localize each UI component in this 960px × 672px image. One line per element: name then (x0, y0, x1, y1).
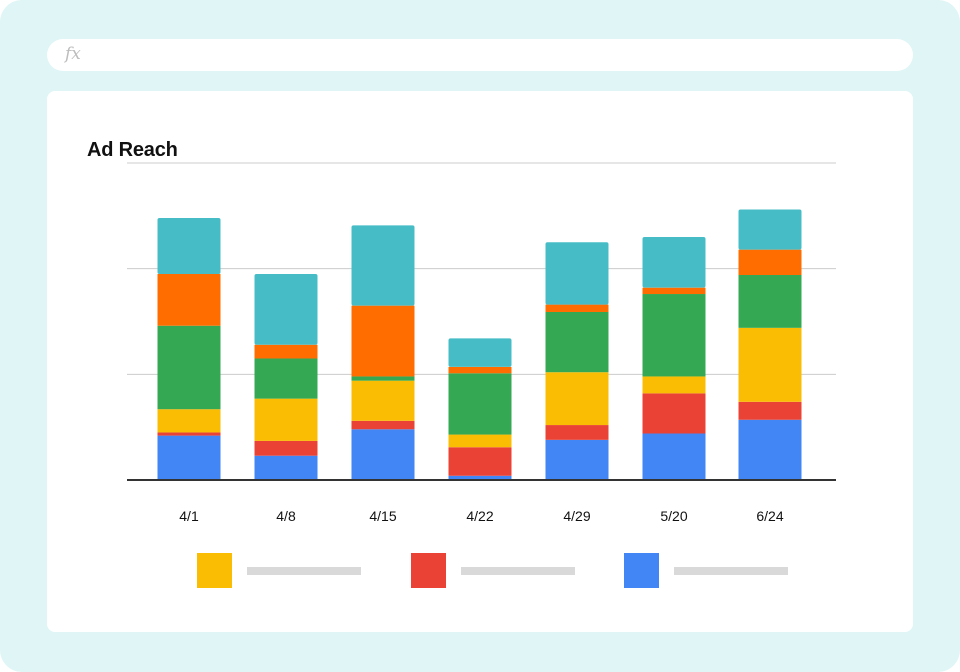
bar-segment (448, 338, 512, 367)
bar-segment (448, 447, 512, 476)
bar-segment (157, 409, 221, 433)
bar-segment (642, 287, 706, 295)
chart-card: Ad Reach 4/1 4/8 4/15 4/22 4/29 5/20 6/24 (47, 91, 913, 632)
bar-segment (545, 425, 609, 440)
bar-segment (738, 401, 802, 420)
bar-segment (448, 366, 512, 374)
stacked-bar-chart: 4/1 4/8 4/15 4/22 4/29 5/20 6/24 (127, 162, 836, 588)
bar-segment (157, 273, 221, 326)
bar-segment (545, 242, 609, 305)
bar-segment (545, 439, 609, 480)
x-tick-label: 6/24 (756, 508, 783, 524)
bar-segment (157, 432, 221, 436)
bar-segment (351, 305, 415, 377)
bar-segment (351, 225, 415, 306)
legend-swatch (411, 553, 446, 588)
bar-segment (254, 398, 318, 441)
x-tick-label: 4/8 (276, 508, 296, 524)
legend-label-placeholder (674, 567, 788, 575)
bar-segment (738, 419, 802, 480)
legend-label-placeholder (247, 567, 361, 575)
bar-segment (254, 455, 318, 480)
bar-segment (642, 236, 706, 288)
bar-segment (545, 311, 609, 373)
x-tick-label: 4/29 (563, 508, 590, 524)
bar-segment (545, 372, 609, 426)
fx-icon: fx (65, 44, 81, 64)
bar-segment (738, 209, 802, 250)
bar-segment (545, 304, 609, 312)
bar-segment (642, 433, 706, 480)
bar-segment (351, 420, 415, 430)
bar-segment (351, 429, 415, 480)
bar-segment (738, 249, 802, 276)
x-tick-label: 4/1 (179, 508, 199, 524)
bar-segment (448, 373, 512, 435)
bar-segment (254, 358, 318, 399)
chart-title: Ad Reach (87, 139, 178, 161)
legend-swatch (197, 553, 232, 588)
bar-segment (351, 380, 415, 421)
bar-segment (157, 217, 221, 274)
bar-segment (738, 275, 802, 328)
bar-segment (642, 376, 706, 394)
bar-segment (157, 435, 221, 480)
x-tick-label: 4/22 (466, 508, 493, 524)
x-tick-label: 5/20 (660, 508, 687, 524)
bar-segment (157, 325, 221, 410)
legend-swatch (624, 553, 659, 588)
bar-segment (254, 440, 318, 456)
bar-segment (738, 327, 802, 402)
bar-segment (254, 273, 318, 345)
bar-segment (351, 376, 415, 381)
bar-segment (642, 393, 706, 434)
legend-label-placeholder (461, 567, 575, 575)
bar-segment (448, 475, 512, 480)
x-tick-label: 4/15 (369, 508, 396, 524)
bar-segment (642, 294, 706, 377)
bar-segment (254, 344, 318, 359)
bar-segment (448, 434, 512, 448)
formula-bar[interactable]: fx (47, 39, 913, 71)
